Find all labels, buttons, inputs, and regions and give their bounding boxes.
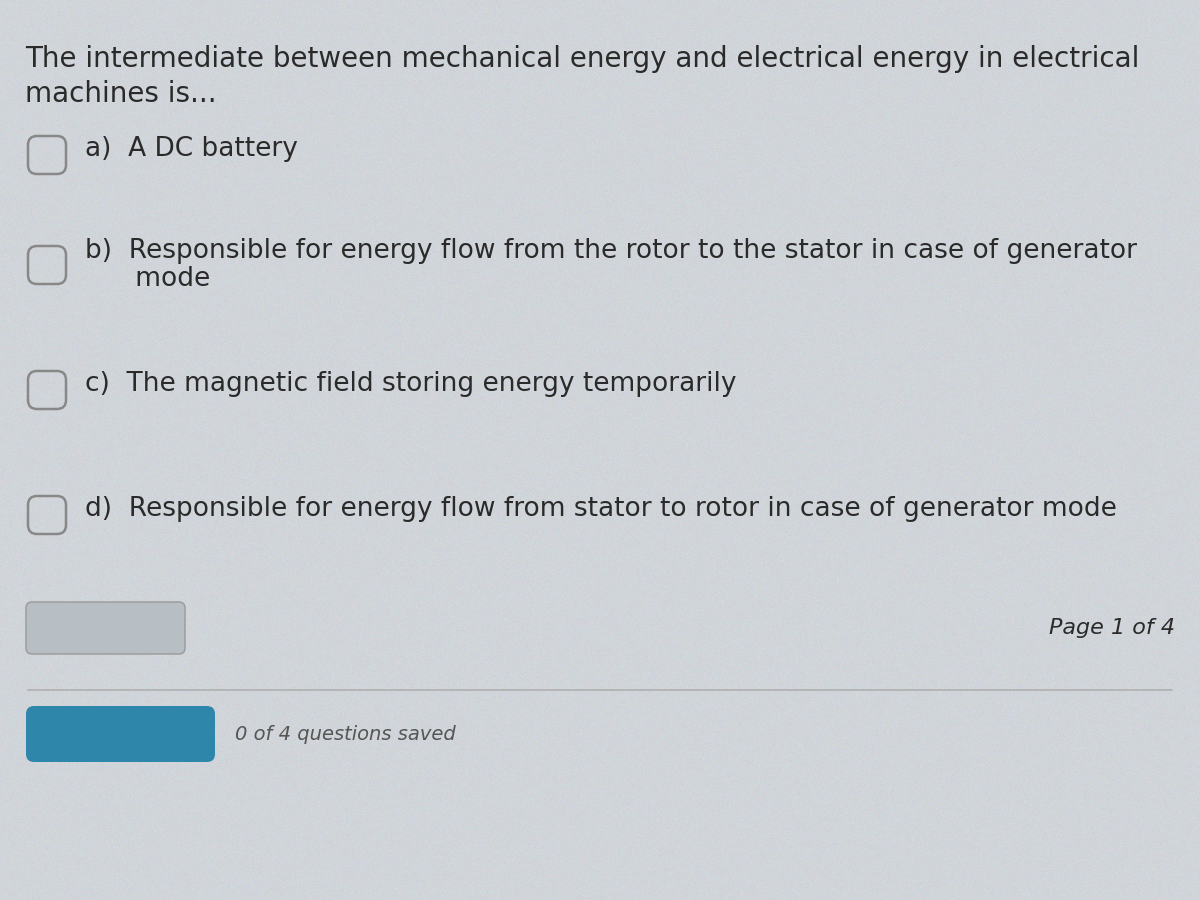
Text: a)  A DC battery: a) A DC battery — [85, 136, 298, 162]
Text: The intermediate between mechanical energy and electrical energy in electrical: The intermediate between mechanical ener… — [25, 45, 1139, 73]
Text: Page 1 of 4: Page 1 of 4 — [1049, 618, 1175, 638]
Text: b)  Responsible for energy flow from the rotor to the stator in case of generato: b) Responsible for energy flow from the … — [85, 238, 1138, 264]
Text: c)  The magnetic field storing energy temporarily: c) The magnetic field storing energy tem… — [85, 371, 737, 397]
Text: machines is...: machines is... — [25, 80, 217, 108]
FancyBboxPatch shape — [26, 706, 215, 762]
Text: Next Page: Next Page — [54, 619, 157, 637]
Text: 0 of 4 questions saved: 0 of 4 questions saved — [235, 724, 456, 743]
FancyBboxPatch shape — [26, 602, 185, 654]
Text: mode: mode — [85, 266, 210, 292]
Text: Submit Quiz: Submit Quiz — [54, 724, 186, 743]
Text: d)  Responsible for energy flow from stator to rotor in case of generator mode: d) Responsible for energy flow from stat… — [85, 496, 1117, 522]
